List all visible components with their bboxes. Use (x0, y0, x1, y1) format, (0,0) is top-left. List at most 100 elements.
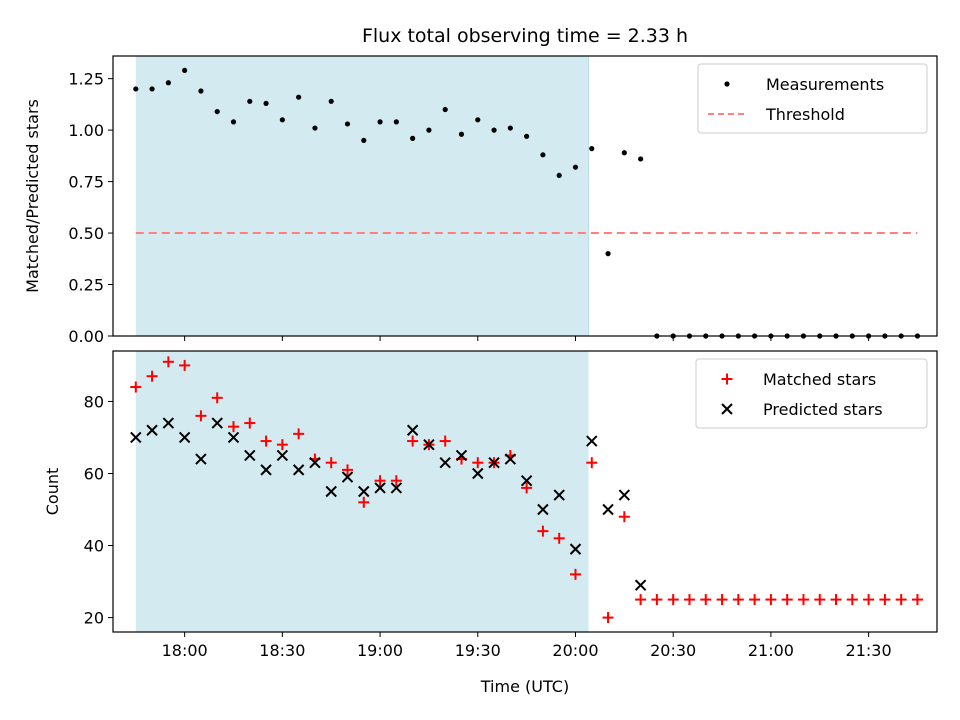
y-tick-label: 0.50 (68, 224, 104, 243)
matched-star-point (537, 525, 549, 537)
y-tick-label: 20 (84, 609, 104, 628)
measurement-point (638, 156, 644, 162)
measurement-point (198, 88, 204, 94)
measurement-point (247, 98, 253, 104)
predicted-star-point (504, 453, 517, 465)
matched-star-point (846, 594, 858, 606)
bottom-panel: 20 40 60 80 18:00 18:30 19:00 19:30 20:00 20:30 2… (43, 350, 938, 696)
matched-star-point (895, 594, 907, 606)
measurement-point (182, 67, 188, 74)
matched-star-point (162, 356, 174, 368)
measurement-point (589, 146, 595, 152)
matched-star-point (749, 594, 761, 606)
measurement-point (377, 119, 383, 125)
measurement-point (279, 117, 285, 123)
matched-star-point (765, 594, 777, 606)
predicted-star-point (358, 485, 370, 498)
matched-star-point (179, 359, 191, 371)
predicted-legend-symbol (721, 403, 733, 415)
matched-star-point (358, 496, 370, 508)
y-tick-label: 0.75 (68, 173, 104, 192)
y-tick-label: 40 (84, 537, 104, 556)
top-y-axis-label: Matched/Predicted stars (23, 99, 42, 293)
matched-star-point (635, 594, 647, 606)
matched-star-point (341, 464, 353, 476)
matched-star-point (911, 594, 923, 606)
matched-star-point (732, 594, 744, 606)
matched-star-point (293, 428, 305, 440)
matched-star-point (716, 594, 728, 606)
measurement-point (442, 106, 448, 113)
measurement-point (410, 135, 416, 141)
predicted-star-point (602, 503, 614, 516)
predicted-star-point (439, 456, 451, 469)
matched-star-point (195, 410, 207, 422)
measurement-point (230, 119, 237, 125)
predicted-star-point (276, 449, 289, 462)
predicted-star-point (520, 474, 533, 487)
bottom-legend: Matched stars Predicted stars (695, 358, 928, 429)
matched-star-point (667, 594, 679, 606)
top-legend: Measurements Threshold (697, 63, 928, 134)
bottom-plot-frame (112, 350, 938, 633)
legend-predicted-label: Predicted stars (763, 400, 883, 419)
y-tick-label: 0.00 (68, 327, 104, 346)
predicted-star-point (390, 482, 403, 494)
measurement-point (572, 164, 579, 170)
matched-star-point (325, 457, 337, 469)
matched-star-point (618, 511, 630, 523)
predicted-star-point (586, 435, 598, 447)
x-axis-label: Time (UTC) (480, 677, 569, 696)
measurement-point (328, 98, 334, 104)
x-tick-label: 18:00 (162, 641, 208, 660)
predicted-star-point (130, 431, 142, 444)
matched-star-point (814, 594, 826, 606)
matched-star-point (130, 381, 142, 393)
measurements-legend-marker (724, 81, 730, 87)
matched-star-point (390, 475, 402, 487)
predicted-star-point (244, 449, 256, 462)
matched-star-point (244, 417, 256, 429)
matched-star-point (569, 568, 581, 580)
matched-star-point (879, 594, 891, 606)
measurement-point (524, 133, 530, 139)
measurement-point (149, 86, 155, 92)
measurement-point (556, 172, 562, 179)
x-tick-label: 19:30 (455, 641, 501, 660)
x-tick-label: 20:30 (650, 641, 696, 660)
matched-star-point (374, 475, 386, 487)
matched-star-point (781, 594, 793, 606)
matched-star-point (439, 435, 451, 447)
matched-star-point (521, 482, 533, 494)
measurement-point (507, 125, 513, 131)
matched-star-point (683, 594, 695, 606)
matched-star-point (407, 435, 419, 447)
y-tick-label: 80 (84, 392, 104, 411)
measurement-point (361, 137, 367, 144)
matched-star-point (700, 594, 712, 606)
measurement-point (312, 125, 318, 131)
matched-star-point (586, 457, 598, 469)
predicted-star-point (634, 579, 647, 591)
measurement-point (458, 131, 465, 137)
predicted-star-point (488, 456, 500, 469)
top-panel: 0.00 0.25 0.50 0.75 1.00 1.25 Flux total obse… (23, 25, 938, 346)
measurement-point (491, 127, 497, 133)
predicted-star-point (423, 438, 435, 451)
y-tick-label: 1.25 (68, 70, 104, 89)
legend-threshold-label: Threshold (765, 105, 845, 124)
matched-star-point (553, 532, 565, 544)
measurement-point (426, 127, 432, 133)
predicted-star-point (309, 456, 321, 469)
matched-legend-marker (721, 373, 733, 385)
predicted-star-point (292, 464, 305, 476)
x-tick-label: 18:30 (259, 641, 305, 660)
matched-star-point (276, 439, 288, 451)
matched-star-point (651, 594, 663, 606)
x-tick-label: 20:00 (552, 641, 598, 660)
observing-window-shade (135, 56, 589, 336)
predicted-star-point (260, 464, 272, 476)
x-tick-label: 21:30 (846, 641, 892, 660)
measurement-point (540, 152, 546, 158)
predicted-star-point (537, 503, 549, 516)
